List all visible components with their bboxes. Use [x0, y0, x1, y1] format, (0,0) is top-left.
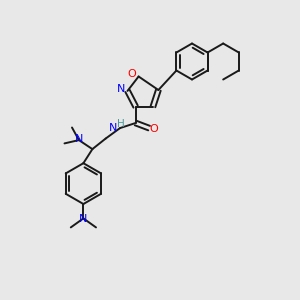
Text: N: N [79, 214, 88, 224]
Text: N: N [109, 123, 117, 133]
Text: N: N [75, 134, 83, 144]
Text: H: H [117, 119, 125, 129]
Text: N: N [117, 84, 126, 94]
Text: O: O [149, 124, 158, 134]
Text: O: O [128, 69, 136, 79]
